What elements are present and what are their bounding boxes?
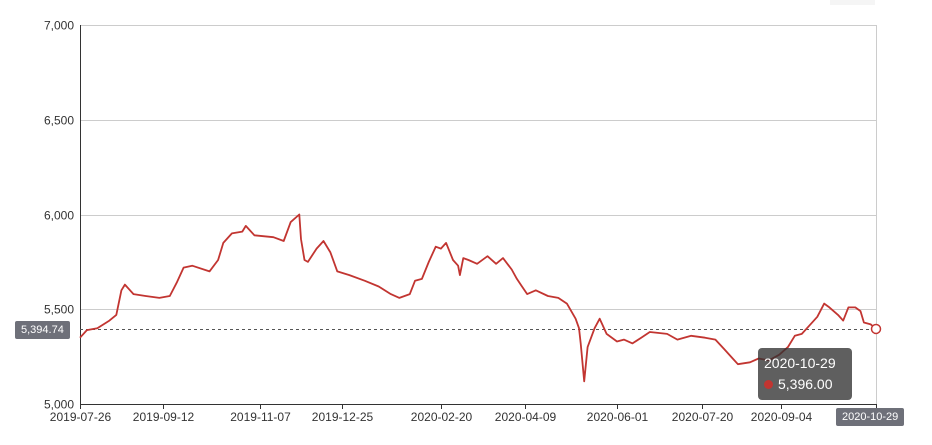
axis-pointer-x-label: 2020-10-29 [836,408,905,426]
x-tick-label: 2020-09-04 [751,410,813,424]
series-marker-icon [764,380,773,389]
y-tick-label: 6,000 [44,209,74,223]
data-point-highlight [870,323,882,335]
series-line [79,213,877,383]
tooltip-value-row: 5,396.00 [764,374,846,395]
x-tick-label: 2020-06-01 [587,410,649,424]
y-tick-label: 7,000 [44,19,74,33]
x-tick-label: 2019-07-26 [50,410,112,424]
axis-pointer-y-label: 5,394.74 [15,321,70,339]
tooltip-date: 2020-10-29 [764,355,836,371]
x-tick-label: 2019-09-12 [133,410,195,424]
y-tick-label: 6,500 [44,114,74,128]
x-tick-label: 2020-07-20 [672,410,734,424]
toolbox-button[interactable] [830,0,875,5]
tooltip-value: 5,396.00 [778,376,833,392]
x-tick-label: 2019-11-07 [230,410,291,424]
tooltip: 2020-10-29 5,396.00 [758,348,852,400]
y-tick-label: 5,000 [44,398,74,412]
x-tick-label: 2019-12-25 [312,410,374,424]
x-tick-label: 2020-02-20 [411,410,473,424]
x-tick-label: 2020-04-09 [495,410,557,424]
y-tick-label: 5,500 [44,303,74,317]
